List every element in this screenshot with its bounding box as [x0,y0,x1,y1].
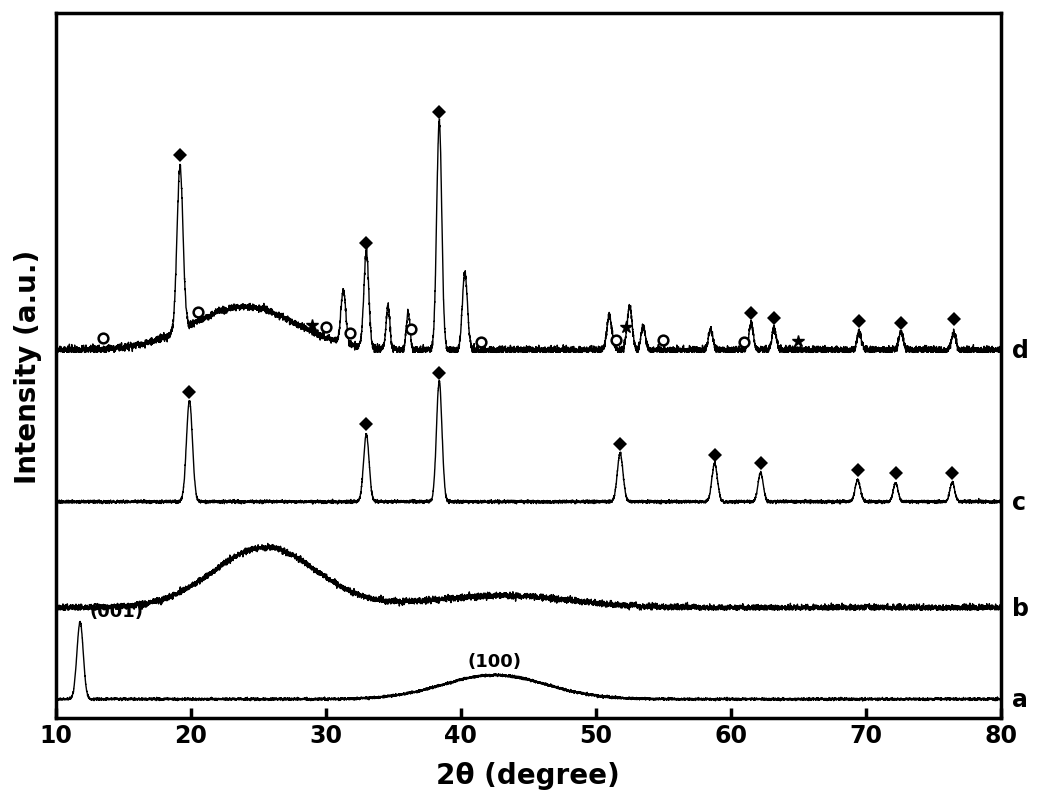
Text: a: a [1012,687,1027,711]
Y-axis label: Intensity (a.u.): Intensity (a.u.) [14,249,42,483]
Text: (100): (100) [467,652,522,671]
Text: d: d [1012,339,1029,362]
X-axis label: 2θ (degree): 2θ (degree) [436,761,620,789]
Text: (001): (001) [90,602,144,620]
Text: c: c [1012,490,1025,514]
Text: b: b [1012,596,1029,620]
